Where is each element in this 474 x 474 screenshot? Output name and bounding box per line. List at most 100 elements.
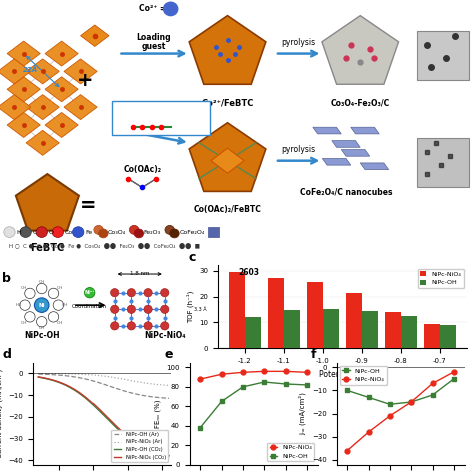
FancyBboxPatch shape bbox=[417, 31, 469, 81]
NiPc-OH bbox=[240, 384, 246, 390]
NiPc-OH (CO₂) bbox=[70, 386, 76, 392]
Line: NiPc-OH: NiPc-OH bbox=[198, 380, 310, 430]
Legend: NiPc-OH (Ar), NiPc-NiO₄ (Ar), NiPc-OH (CO₂), NiPc-NiO₄ (CO₂): NiPc-OH (Ar), NiPc-NiO₄ (Ar), NiPc-OH (C… bbox=[111, 430, 168, 462]
Text: Confined encapsulation: Confined encapsulation bbox=[114, 104, 208, 110]
Legend: NiPc-OH, NiPc-NiO₄: NiPc-OH, NiPc-NiO₄ bbox=[340, 366, 387, 384]
Circle shape bbox=[129, 226, 139, 234]
Circle shape bbox=[164, 2, 178, 16]
Circle shape bbox=[165, 226, 174, 234]
Polygon shape bbox=[0, 95, 31, 119]
FancyBboxPatch shape bbox=[112, 101, 210, 135]
Polygon shape bbox=[81, 25, 109, 46]
NiPc-NiO₄ (CO₂) bbox=[166, 453, 172, 458]
Text: e: e bbox=[164, 347, 173, 361]
Text: OH: OH bbox=[56, 285, 63, 290]
Polygon shape bbox=[64, 59, 97, 84]
NiPc-NiO₄ bbox=[344, 448, 350, 454]
NiPc-OH (CO₂) bbox=[60, 381, 65, 387]
Circle shape bbox=[161, 305, 169, 313]
NiPc-NiO₄ bbox=[304, 369, 310, 375]
Text: 1.8 nm: 1.8 nm bbox=[130, 271, 149, 276]
NiPc-OH bbox=[429, 392, 435, 398]
Circle shape bbox=[35, 298, 49, 312]
NiPc-OH (Ar) bbox=[60, 373, 65, 378]
Polygon shape bbox=[26, 130, 59, 155]
NiPc-OH bbox=[408, 399, 414, 405]
Circle shape bbox=[36, 227, 47, 237]
Polygon shape bbox=[64, 95, 97, 119]
Text: Fe₂O₃: Fe₂O₃ bbox=[144, 229, 161, 235]
Text: 22Å: 22Å bbox=[23, 66, 38, 73]
NiPc-OH (CO₂) bbox=[160, 452, 165, 457]
Bar bbox=[346, 292, 362, 348]
Text: OH: OH bbox=[62, 303, 68, 307]
NiPc-NiO₄ bbox=[283, 368, 288, 374]
NiPc-NiO₄ bbox=[408, 399, 414, 405]
Circle shape bbox=[127, 305, 136, 313]
Circle shape bbox=[84, 288, 95, 298]
NiPc-OH (Ar) bbox=[36, 371, 41, 377]
Legend: NiPc-NiO₄, NiPc-OH: NiPc-NiO₄, NiPc-OH bbox=[267, 443, 314, 461]
NiPc-NiO₄ (Ar) bbox=[60, 371, 65, 376]
NiPc-NiO₄ bbox=[451, 369, 456, 375]
Line: NiPc-NiO₄: NiPc-NiO₄ bbox=[198, 369, 310, 382]
Polygon shape bbox=[45, 112, 78, 137]
Line: NiPc-NiO₄: NiPc-NiO₄ bbox=[345, 369, 456, 453]
Circle shape bbox=[127, 322, 136, 330]
NiPc-OH (CO₂) bbox=[166, 453, 172, 459]
Text: Co²⁺ =: Co²⁺ = bbox=[139, 4, 166, 13]
NiPc-NiO₄ (CO₂) bbox=[43, 375, 49, 381]
NiPc-OH (CO₂) bbox=[155, 450, 161, 456]
Polygon shape bbox=[189, 123, 266, 191]
Circle shape bbox=[110, 289, 119, 297]
NiPc-NiO₄ (Ar) bbox=[70, 371, 76, 377]
NiPc-OH (Ar) bbox=[166, 395, 172, 401]
Text: Ni: Ni bbox=[38, 302, 45, 308]
NiPc-OH bbox=[262, 379, 267, 385]
Circle shape bbox=[110, 305, 119, 313]
Polygon shape bbox=[322, 16, 399, 84]
Text: H: H bbox=[17, 229, 21, 235]
Line: NiPc-OH: NiPc-OH bbox=[345, 376, 456, 407]
Circle shape bbox=[161, 322, 169, 330]
Text: pyrolysis: pyrolysis bbox=[282, 38, 316, 47]
Circle shape bbox=[94, 226, 103, 234]
NiPc-NiO₄ bbox=[429, 381, 435, 386]
NiPc-NiO₄ (Ar) bbox=[36, 371, 41, 376]
Text: Coordination: Coordination bbox=[72, 304, 107, 309]
Bar bbox=[440, 325, 456, 348]
FancyBboxPatch shape bbox=[208, 227, 219, 237]
Polygon shape bbox=[332, 141, 360, 147]
Line: NiPc-NiO₄ (CO₂): NiPc-NiO₄ (CO₂) bbox=[38, 377, 169, 456]
Polygon shape bbox=[45, 77, 78, 102]
NiPc-NiO₄ bbox=[365, 429, 371, 435]
Text: +: + bbox=[77, 71, 93, 90]
Text: =: = bbox=[80, 196, 96, 215]
Polygon shape bbox=[313, 127, 341, 134]
Text: Co(OAc)₂/FeBTC: Co(OAc)₂/FeBTC bbox=[193, 205, 262, 214]
Circle shape bbox=[73, 227, 84, 237]
Bar bbox=[229, 272, 245, 348]
NiPc-OH (Ar) bbox=[160, 395, 165, 401]
Circle shape bbox=[4, 227, 15, 237]
NiPc-NiO₄ (Ar) bbox=[166, 383, 172, 388]
Bar bbox=[424, 324, 440, 348]
Text: Co²⁺/FeBTC: Co²⁺/FeBTC bbox=[201, 98, 254, 107]
Y-axis label: FEₙₒ (%): FEₙₒ (%) bbox=[155, 399, 161, 428]
Text: OH: OH bbox=[56, 321, 63, 325]
Bar bbox=[307, 283, 323, 348]
Bar bbox=[401, 316, 417, 348]
Line: NiPc-OH (CO₂): NiPc-OH (CO₂) bbox=[38, 377, 169, 456]
Text: CoFe₂O₄/C nanocubes: CoFe₂O₄/C nanocubes bbox=[300, 188, 392, 196]
NiPc-NiO₄ bbox=[240, 369, 246, 375]
Text: OH: OH bbox=[38, 326, 45, 330]
Text: 2603: 2603 bbox=[238, 268, 259, 277]
Text: Co(OAc)₂: Co(OAc)₂ bbox=[123, 165, 161, 174]
NiPc-OH bbox=[344, 388, 350, 393]
Polygon shape bbox=[26, 95, 59, 119]
Circle shape bbox=[161, 289, 169, 297]
Text: 3.3 Å: 3.3 Å bbox=[194, 307, 207, 312]
NiPc-OH bbox=[365, 394, 371, 400]
Circle shape bbox=[134, 229, 144, 238]
Polygon shape bbox=[26, 59, 59, 84]
